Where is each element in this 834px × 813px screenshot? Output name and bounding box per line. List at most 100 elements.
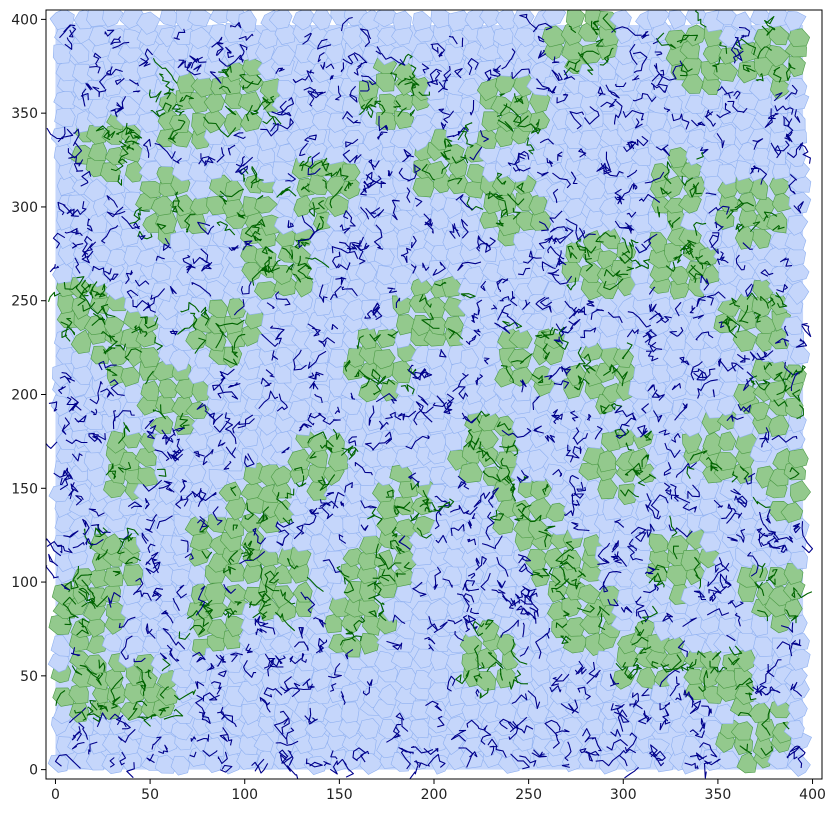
segment-green <box>393 100 401 109</box>
segment-blue <box>410 745 434 754</box>
segment-green <box>789 467 800 480</box>
segment-blue <box>302 678 315 689</box>
voronoi-cell-green <box>730 721 754 741</box>
segment-blue <box>469 99 475 116</box>
segment-green <box>61 328 69 339</box>
segment-blue <box>360 206 370 220</box>
segment-green <box>224 105 237 116</box>
segment-green <box>131 328 148 338</box>
segment-blue <box>68 488 75 500</box>
segment-green <box>555 590 566 601</box>
segment-blue <box>329 758 347 775</box>
segment-blue <box>571 492 584 502</box>
segment-blue <box>561 763 570 768</box>
segment-blue <box>238 33 254 41</box>
segment-blue <box>605 84 620 99</box>
voronoi-cell-blue <box>373 10 398 28</box>
voronoi-cell-blue <box>411 42 434 63</box>
segment-blue <box>217 670 227 678</box>
segment-blue <box>169 286 177 295</box>
segment-blue <box>600 98 617 108</box>
segment-green <box>598 613 606 631</box>
segment-blue <box>696 368 716 381</box>
segment-blue <box>623 413 637 426</box>
voronoi-cell-green <box>137 467 160 487</box>
segment-blue <box>515 593 521 602</box>
voronoi-cell-blue <box>187 564 207 585</box>
segment-green <box>347 181 354 187</box>
segment-green <box>247 547 255 561</box>
segment-blue <box>774 145 782 159</box>
segment-green <box>761 708 771 736</box>
voronoi-cell-blue <box>583 176 608 200</box>
segment-green <box>621 342 633 360</box>
voronoi-cell-blue <box>786 214 809 236</box>
voronoi-cell-blue <box>393 190 418 212</box>
voronoi-cell-blue <box>678 398 703 421</box>
segment-blue <box>347 243 362 250</box>
segment-blue <box>465 621 471 633</box>
segment-blue <box>85 538 104 546</box>
segment-blue <box>275 291 291 306</box>
voronoi-cell-blue <box>533 413 554 438</box>
segment-blue <box>632 135 649 147</box>
segment-blue <box>462 615 477 624</box>
voronoi-cell-blue <box>653 620 673 642</box>
voronoi-cell-blue <box>412 466 433 487</box>
segment-blue <box>320 62 326 70</box>
voronoi-cell-blue <box>477 296 496 319</box>
voronoi-cell-blue <box>424 432 447 455</box>
segment-blue <box>483 357 490 365</box>
voronoi-cell-blue <box>516 718 538 741</box>
segment-green <box>317 200 325 210</box>
segment-green <box>576 604 595 613</box>
segment-blue <box>606 739 628 751</box>
segment-green <box>693 568 702 589</box>
segment-green <box>336 565 350 578</box>
segment-blue <box>477 725 488 731</box>
segment-green <box>672 545 679 560</box>
segment-blue <box>500 619 519 638</box>
segment-green <box>474 644 485 670</box>
segment-blue <box>532 22 553 33</box>
segment-green <box>679 34 699 44</box>
voronoi-cell-green <box>737 61 759 84</box>
segment-green <box>307 431 327 444</box>
segment-green <box>501 474 512 484</box>
segment-blue <box>308 707 316 725</box>
segment-blue <box>190 57 207 69</box>
segment-blue <box>629 43 638 66</box>
segment-blue <box>392 614 406 624</box>
segment-blue <box>565 218 586 241</box>
segment-blue <box>165 433 175 445</box>
segment-blue <box>105 66 113 75</box>
segment-green <box>156 223 167 230</box>
segment-blue <box>553 336 563 344</box>
segment-blue <box>217 751 228 765</box>
segment-blue <box>560 330 569 338</box>
segment-blue <box>496 556 509 577</box>
segment-blue <box>346 116 361 124</box>
segment-green <box>306 576 324 593</box>
segment-blue <box>344 649 354 660</box>
segment-blue <box>709 234 719 255</box>
voronoi-cell-blue <box>275 198 296 219</box>
voronoi-cell-green <box>670 265 691 286</box>
voronoi-cell-blue <box>309 384 332 404</box>
segment-blue <box>426 621 448 631</box>
segment-green <box>393 505 404 516</box>
segment-green <box>154 336 163 351</box>
x-tick-label: 200 <box>421 787 448 803</box>
segment-blue <box>496 278 503 293</box>
segment-green <box>624 468 641 476</box>
segment-blue <box>71 741 85 750</box>
segment-blue <box>631 74 640 81</box>
segment-green <box>103 346 116 355</box>
segment-blue <box>204 410 216 421</box>
segment-green <box>693 221 707 236</box>
segment-green <box>749 375 758 387</box>
segment-green <box>189 624 206 636</box>
voronoi-cell-green <box>394 110 415 130</box>
segment-blue <box>183 490 203 507</box>
segment-blue <box>544 434 556 443</box>
